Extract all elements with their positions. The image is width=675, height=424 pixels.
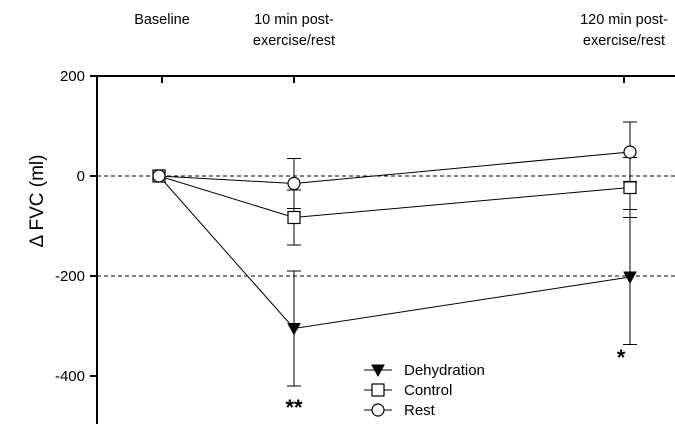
y-axis-title: Δ FVC (ml) — [27, 155, 48, 248]
series-line-dehydration — [158, 175, 631, 330]
legend-item-control: Control — [364, 382, 452, 399]
legend: Dehydration Control Rest — [364, 362, 485, 419]
data-point-control — [623, 180, 637, 195]
series-control — [152, 157, 637, 246]
legend-item-rest: Rest — [364, 402, 436, 419]
legend-label: Dehydration — [404, 362, 485, 379]
data-point-control — [287, 210, 301, 225]
y-tick-label: -200 — [55, 268, 85, 285]
series-dehydration — [152, 170, 637, 387]
legend-label: Control — [404, 382, 452, 399]
series-line-rest — [158, 151, 631, 185]
data-point-dehydration — [287, 323, 301, 336]
y-tick-label: 200 — [60, 68, 85, 85]
axes: 200 0 -200 -400 Baseline 10 min post-exercise… — [27, 12, 675, 424]
data-point-rest — [287, 176, 301, 191]
y-tick-label: -400 — [55, 368, 85, 385]
y-tick-label: 0 — [77, 168, 85, 185]
series-rest — [152, 121, 637, 209]
x-category-label: 120 min post-exercise/rest — [580, 12, 668, 49]
reference-lines — [97, 175, 675, 277]
x-category-label: Baseline — [134, 12, 190, 28]
data-point-rest — [623, 145, 637, 159]
data-point-dehydration — [623, 271, 637, 285]
annotation-layer: *** — [285, 345, 625, 420]
legend-marker — [371, 403, 385, 417]
x-category-label: 10 min post-exercise/rest — [253, 12, 335, 49]
legend-label: Rest — [404, 402, 436, 419]
data-point-rest — [152, 169, 166, 183]
significance-annotation: ** — [285, 395, 303, 420]
significance-annotation: * — [617, 345, 626, 370]
legend-marker — [371, 364, 385, 378]
series-layer — [152, 121, 637, 387]
legend-marker — [371, 383, 385, 397]
series-line-control — [158, 175, 631, 219]
legend-item-dehydration: Dehydration — [364, 362, 485, 379]
